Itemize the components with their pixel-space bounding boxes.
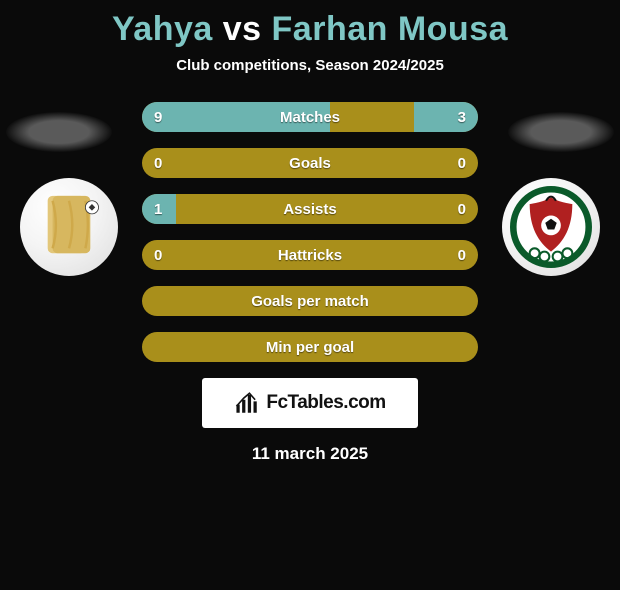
right-shadow-oval (508, 112, 614, 152)
club-emblem-icon (510, 186, 592, 268)
player2-name: Farhan Mousa (272, 10, 508, 48)
stat-label: Goals (142, 148, 478, 178)
stat-value-right: 0 (458, 194, 466, 224)
logo-bars-icon (234, 390, 260, 416)
fctables-logo: FcTables.com (202, 378, 418, 428)
stat-value-right: 0 (458, 148, 466, 178)
stat-value-left: 1 (154, 194, 162, 224)
player1-name: Yahya (112, 10, 213, 48)
comparison-title: Yahya vs Farhan Mousa (0, 10, 620, 49)
stat-bars: Matches93Goals00Assists10Hattricks00Goal… (142, 102, 478, 362)
stat-value-left: 9 (154, 102, 162, 132)
stat-value-right: 0 (458, 240, 466, 270)
logo-text: FcTables.com (266, 392, 385, 414)
stat-label: Assists (142, 194, 478, 224)
snapshot-date: 11 march 2025 (0, 444, 620, 464)
stat-value-left: 0 (154, 240, 162, 270)
stat-row-hattricks: Hattricks0 0 (142, 240, 478, 270)
stat-label: Hattricks (142, 240, 478, 270)
stat-row-matches: Matches9 3 (142, 102, 478, 132)
stat-label: Matches (142, 102, 478, 132)
stat-row-assists: Assists1 0 (142, 194, 478, 224)
vs-text: vs (223, 10, 262, 48)
placeholder-card-icon (28, 186, 110, 268)
player1-crest (20, 178, 118, 276)
stat-value-left: 0 (154, 148, 162, 178)
stat-row-goals: Goals0 0 (142, 148, 478, 178)
stat-label: Goals per match (142, 286, 478, 316)
stat-row-min-per-goal: Min per goal (142, 332, 478, 362)
subtitle: Club competitions, Season 2024/2025 (0, 57, 620, 74)
stat-label: Min per goal (142, 332, 478, 362)
comparison-stage: Matches93Goals00Assists10Hattricks00Goal… (0, 102, 620, 464)
stat-value-right: 3 (458, 102, 466, 132)
left-shadow-oval (6, 112, 112, 152)
player2-crest (502, 178, 600, 276)
stat-row-goals-per-match: Goals per match (142, 286, 478, 316)
